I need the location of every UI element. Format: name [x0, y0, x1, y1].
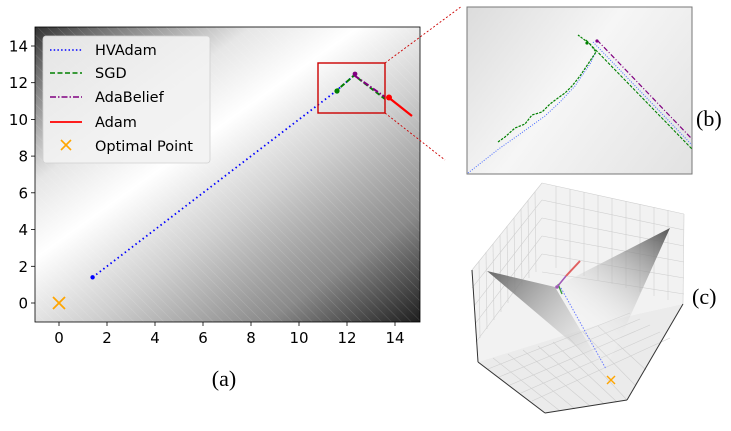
caption-a: (a) — [212, 366, 236, 391]
y-tick-label: 2 — [18, 258, 28, 276]
svg-text:HVAdam: HVAdam — [95, 43, 157, 59]
panel-b: (b) — [466, 6, 722, 175]
sgd-start-marker — [334, 88, 340, 94]
y-tick-label: 4 — [18, 221, 28, 239]
adabelief-start-marker — [352, 71, 358, 77]
optimal-point-marker — [52, 296, 66, 310]
y-tick-label: 12 — [9, 74, 28, 92]
x-tick-label: 4 — [150, 329, 160, 347]
y-axis: 0 2 4 6 8 10 12 14 — [9, 38, 35, 313]
panel-c: (c) — [471, 182, 716, 414]
caption-c: (c) — [692, 284, 716, 309]
zoom-connectors — [384, 5, 463, 161]
y-tick-label: 0 — [18, 295, 28, 313]
x-tick-label: 12 — [337, 329, 356, 347]
svg-text:SGD: SGD — [95, 66, 127, 82]
svg-text:AdaBelief: AdaBelief — [95, 90, 165, 106]
adabelief-trajectory — [353, 74, 386, 98]
adam-start-marker — [386, 94, 392, 101]
inset-frame — [466, 6, 693, 175]
y-tick-label: 6 — [18, 184, 28, 202]
3d-optimal-point-marker — [606, 375, 616, 385]
axes-frame-a — [34, 26, 421, 323]
y-tick-label: 10 — [9, 111, 28, 129]
zoom-rectangle — [317, 62, 386, 114]
legend-item-sgd: SGD — [50, 66, 127, 82]
legend: HVAdam SGD AdaBelief Adam Optimal Point — [42, 35, 211, 164]
x-tick-label: 8 — [246, 329, 256, 347]
x-tick-label: 2 — [102, 329, 112, 347]
y-tick-label: 14 — [9, 38, 28, 56]
3d-loss-surface — [487, 228, 670, 370]
legend-item-optimal-point: Optimal Point — [60, 139, 193, 155]
panel-a: 0 2 4 6 8 10 12 14 0 2 4 6 8 10 12 14 — [9, 26, 421, 391]
x-tick-label: 0 — [54, 329, 64, 347]
legend-item-hvadam: HVAdam — [50, 43, 157, 59]
svg-text:Optimal Point: Optimal Point — [95, 139, 193, 155]
svg-text:Adam: Adam — [95, 115, 137, 131]
x-tick-label: 10 — [289, 329, 308, 347]
x-axis: 0 2 4 6 8 10 12 14 — [54, 322, 405, 347]
x-tick-label: 14 — [385, 329, 404, 347]
legend-item-adam: Adam — [50, 115, 137, 131]
y-tick-label: 8 — [18, 148, 28, 166]
legend-item-adabelief: AdaBelief — [50, 90, 165, 106]
caption-b: (b) — [696, 106, 722, 131]
hvadam-start-marker — [90, 275, 95, 280]
inset-trajectories — [467, 34, 693, 174]
3d-axes-panes — [471, 182, 685, 414]
3d-trajectories — [555, 260, 616, 385]
trajectories — [52, 71, 413, 310]
adam-trajectory — [387, 96, 413, 117]
x-tick-label: 6 — [198, 329, 208, 347]
x-marker-icon — [60, 139, 72, 151]
